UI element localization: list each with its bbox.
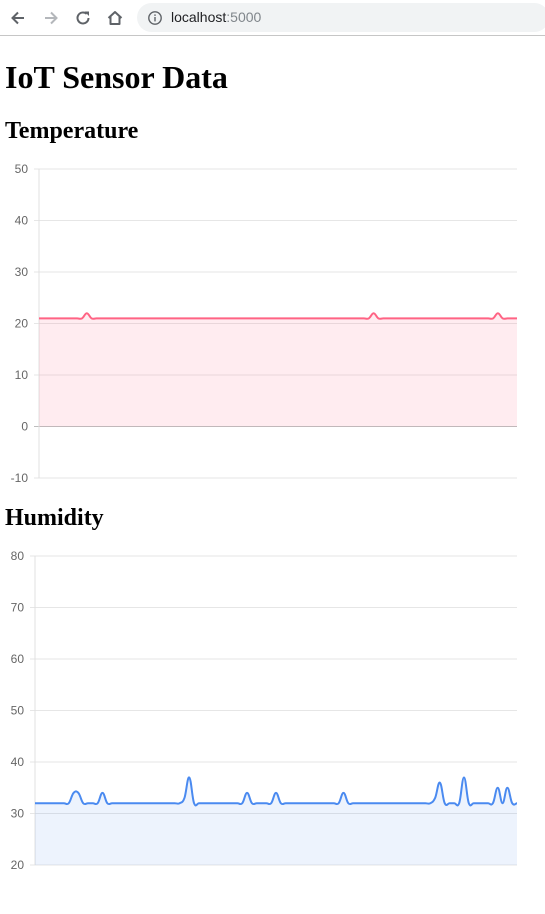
humidity-area-fill	[35, 777, 517, 865]
temperature-y-tick-label: 20	[15, 317, 29, 331]
browser-toolbar: localhost:5000	[0, 0, 545, 36]
humidity-y-tick-label: 30	[11, 807, 25, 821]
humidity-y-tick-label: 20	[11, 858, 25, 872]
forward-button[interactable]	[38, 5, 64, 31]
url-text[interactable]: localhost:5000	[171, 9, 261, 25]
temperature-y-tick-label: 10	[15, 368, 29, 382]
page-title: IoT Sensor Data	[5, 59, 228, 95]
address-bar[interactable]: localhost:5000	[137, 3, 545, 32]
temperature-y-tick-label: 40	[15, 214, 29, 228]
forward-arrow-icon	[45, 11, 58, 25]
humidity-heading: Humidity	[5, 505, 104, 531]
humidity-y-tick-label: 80	[11, 549, 25, 563]
humidity-y-tick-label: 40	[11, 755, 25, 769]
url-host: localhost	[171, 9, 227, 25]
reload-button[interactable]	[70, 5, 96, 31]
back-arrow-icon	[11, 11, 24, 25]
reload-icon	[76, 11, 90, 25]
humidity-series-line	[34, 776, 518, 807]
temperature-y-tick-label: -10	[11, 471, 29, 485]
home-button[interactable]	[102, 5, 128, 31]
info-icon[interactable]	[147, 10, 163, 26]
humidity-y-tick-label: 70	[11, 601, 25, 615]
back-button[interactable]	[5, 5, 31, 31]
home-icon	[107, 11, 123, 25]
temperature-y-tick-label: 0	[21, 420, 28, 434]
temperature-area-fill	[39, 313, 517, 427]
temperature-y-tick-label: 50	[15, 162, 29, 176]
temperature-series-line	[38, 312, 517, 320]
url-port: :5000	[226, 9, 262, 25]
humidity-y-tick-label: 60	[11, 652, 25, 666]
temperature-y-tick-label: 30	[15, 265, 29, 279]
humidity-y-tick-label: 50	[11, 704, 25, 718]
temperature-heading: Temperature	[5, 118, 139, 144]
